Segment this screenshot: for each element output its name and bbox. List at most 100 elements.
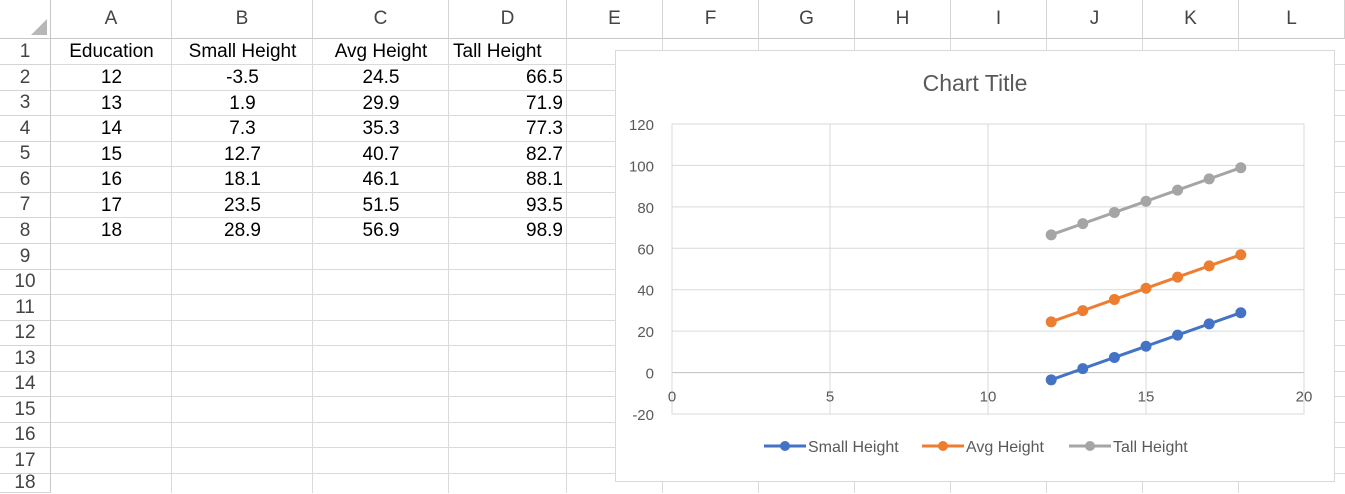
column-header-c[interactable]: C: [313, 0, 449, 39]
data-cell[interactable]: 7.3: [229, 118, 256, 139]
row-header-13[interactable]: 13: [0, 346, 51, 372]
x-tick-label: 0: [668, 389, 676, 406]
row-header-7[interactable]: 7: [0, 193, 51, 218]
data-cell[interactable]: 12: [100, 67, 123, 88]
data-cell[interactable]: 23.5: [224, 194, 261, 216]
data-point: [1045, 374, 1057, 386]
data-cell[interactable]: 98.9: [526, 220, 563, 241]
row-header-9[interactable]: 9: [0, 244, 51, 270]
y-tick-label: 40: [637, 283, 654, 300]
data-cell[interactable]: 77.3: [526, 118, 563, 139]
column-gridline: [566, 39, 567, 493]
data-cell[interactable]: 88.1: [526, 169, 563, 190]
data-cell[interactable]: 71.9: [526, 92, 563, 114]
data-cell[interactable]: -3.5: [226, 67, 259, 88]
row-header-1[interactable]: 1: [0, 39, 51, 65]
data-cell[interactable]: 17: [100, 194, 123, 216]
y-tick-label: 120: [629, 117, 654, 134]
data-cell[interactable]: 56.9: [362, 220, 400, 241]
data-cell[interactable]: 35.3: [362, 118, 400, 139]
column-header-d[interactable]: D: [449, 0, 567, 39]
column-header-l[interactable]: L: [1239, 0, 1345, 39]
data-point: [1172, 329, 1184, 341]
data-cell[interactable]: 51.5: [362, 194, 400, 216]
y-tick-label: 80: [637, 200, 654, 217]
row-header-3[interactable]: 3: [0, 91, 51, 116]
data-cell[interactable]: 66.5: [526, 67, 563, 88]
row-header-15[interactable]: 15: [0, 397, 51, 423]
row-header-17[interactable]: 17: [0, 448, 51, 474]
header-cell[interactable]: Tall Height: [453, 41, 542, 62]
x-tick-label: 5: [826, 389, 834, 406]
row-header-16[interactable]: 16: [0, 423, 51, 448]
y-tick-label: 60: [637, 241, 654, 258]
x-tick-label: 20: [1296, 389, 1313, 406]
data-cell[interactable]: 40.7: [362, 143, 400, 165]
row-header-18[interactable]: 18: [0, 472, 51, 493]
data-point: [1235, 162, 1247, 174]
column-header-j[interactable]: J: [1047, 0, 1143, 39]
data-point: [1077, 218, 1089, 230]
data-point: [1140, 340, 1152, 352]
row-header-2[interactable]: 2: [0, 65, 51, 91]
row-header-10[interactable]: 10: [0, 270, 51, 295]
data-cell[interactable]: 24.5: [362, 67, 400, 88]
header-cell[interactable]: Avg Height: [334, 41, 428, 62]
legend-label: Tall Height: [1113, 439, 1188, 456]
x-tick-label: 15: [1138, 389, 1155, 406]
data-cell[interactable]: 1.9: [229, 92, 256, 114]
data-cell[interactable]: 46.1: [362, 169, 400, 190]
y-tick-label: 100: [629, 158, 654, 175]
row-header-4[interactable]: 4: [0, 116, 51, 142]
row-header-12[interactable]: 12: [0, 321, 51, 346]
data-point: [1235, 249, 1247, 261]
row-header-6[interactable]: 6: [0, 167, 51, 193]
data-point: [1108, 351, 1120, 363]
data-point: [1077, 363, 1089, 375]
y-tick-label: 0: [646, 366, 654, 383]
row-header-5[interactable]: 5: [0, 142, 51, 167]
column-header-a[interactable]: A: [51, 0, 172, 39]
column-header-f[interactable]: F: [663, 0, 759, 39]
legend-marker: [938, 441, 948, 451]
data-cell[interactable]: 29.9: [362, 92, 400, 114]
data-point: [1203, 173, 1215, 185]
data-cell[interactable]: 14: [100, 118, 123, 139]
data-point: [1172, 184, 1184, 196]
column-gridline: [171, 39, 172, 493]
column-header-i[interactable]: I: [951, 0, 1047, 39]
data-cell[interactable]: 93.5: [526, 194, 563, 216]
column-header-e[interactable]: E: [567, 0, 663, 39]
column-header-h[interactable]: H: [855, 0, 951, 39]
legend-marker: [780, 441, 790, 451]
header-cell[interactable]: Education: [69, 41, 154, 62]
data-point: [1045, 229, 1057, 241]
column-gridline: [448, 39, 449, 493]
select-all-corner[interactable]: [0, 0, 51, 39]
data-point: [1108, 293, 1120, 305]
data-cell[interactable]: 18.1: [224, 169, 261, 190]
y-tick-label: -20: [632, 407, 654, 424]
data-cell[interactable]: 12.7: [224, 143, 261, 165]
data-cell[interactable]: 28.9: [224, 220, 261, 241]
row-header-14[interactable]: 14: [0, 372, 51, 397]
line-chart[interactable]: Chart Title -20 0 20 40 60 80 100 120 0 5 10 15 20 Sma…: [615, 50, 1335, 482]
row-header-8[interactable]: 8: [0, 218, 51, 244]
data-point: [1235, 307, 1247, 319]
column-header-b[interactable]: B: [172, 0, 313, 39]
chart-title: Chart Title: [923, 70, 1028, 96]
column-header-g[interactable]: G: [759, 0, 855, 39]
data-cell[interactable]: 82.7: [526, 143, 563, 165]
data-cell[interactable]: 18: [100, 220, 123, 241]
data-point: [1172, 271, 1184, 283]
row-header-11[interactable]: 11: [0, 295, 51, 321]
column-header-k[interactable]: K: [1143, 0, 1239, 39]
data-point: [1140, 195, 1152, 207]
legend-marker: [1085, 441, 1095, 451]
data-point: [1045, 316, 1057, 328]
data-cell[interactable]: 13: [100, 92, 123, 114]
data-cell[interactable]: 15: [100, 143, 123, 165]
x-tick-label: 10: [980, 389, 997, 406]
header-cell[interactable]: Small Height: [188, 41, 297, 62]
data-cell[interactable]: 16: [100, 169, 123, 190]
